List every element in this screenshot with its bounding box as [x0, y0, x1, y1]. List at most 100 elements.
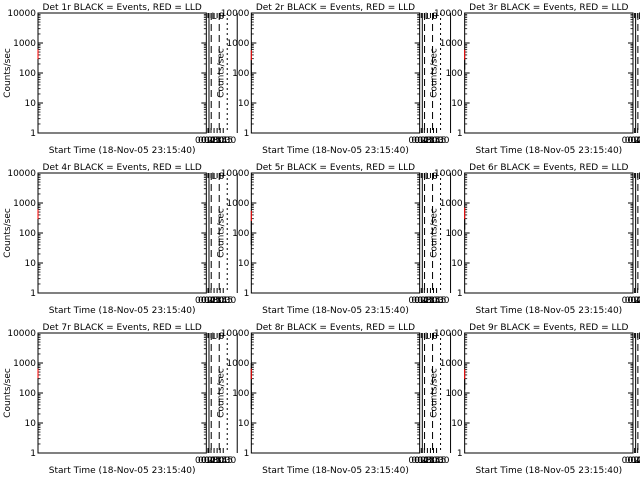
y-tick-label: 1000	[13, 199, 36, 209]
chart-title: Det 1r BLACK = Events, RED = LLD	[43, 3, 202, 13]
y-tick-label: 1000	[13, 359, 36, 369]
plot-frame	[250, 12, 421, 134]
x-tick-label: 23:30	[637, 296, 640, 306]
x-axis-label: Start Time (18-Nov-05 23:15:40)	[475, 306, 622, 316]
y-axis-label: Counts/sec	[430, 48, 440, 98]
x-tick-label: 23:30	[424, 296, 450, 306]
y-tick-label: 10	[238, 419, 250, 429]
chart-panel: Det 8r BLACK = Events, RED = LLD 1 10 100 10…	[216, 323, 452, 476]
x-tick-label: 00:00	[631, 456, 640, 466]
chart-panel: Det 9r BLACK = Events, RED = LLD 1 10 100 10…	[430, 323, 640, 476]
marker-label-l: L	[638, 12, 640, 22]
x-tick-label: 23:45	[634, 136, 640, 146]
y-tick-label: 10000	[221, 169, 250, 179]
plot-frame	[464, 172, 634, 294]
x-tick-label: 23:30	[210, 456, 236, 466]
chart-panel: Det 2r BLACK = Events, RED = LLD 1 10 100 10…	[216, 3, 452, 156]
marker-label-s: S	[218, 12, 224, 22]
x-tick-label: 00:15	[201, 136, 227, 146]
x-tick-label: 00:00	[417, 296, 443, 306]
y-tick-label: 100	[232, 229, 249, 239]
y-tick-label: 100	[232, 389, 249, 399]
x-tick-label: 00:00	[631, 136, 640, 146]
y-tick-label: 100	[445, 389, 462, 399]
x-tick-label: 00:30	[411, 136, 437, 146]
y-tick-label: 10	[451, 419, 463, 429]
x-tick-label: 00:30	[198, 456, 224, 466]
x-tick-label: 23:45	[207, 296, 233, 306]
y-tick-label: 10000	[221, 9, 250, 19]
y-tick-label: 10	[25, 99, 37, 109]
x-tick-label: 23:30	[210, 296, 236, 306]
x-axis-label: Start Time (18-Nov-05 23:15:40)	[475, 466, 622, 476]
x-tick-label: 00:15	[414, 456, 440, 466]
marker-label-l: L	[211, 172, 216, 182]
x-tick-label: 00:30	[411, 296, 437, 306]
x-tick-label: 00:45	[408, 296, 434, 306]
y-tick-label: 1	[457, 289, 463, 299]
y-tick-label: 1	[244, 129, 250, 139]
x-tick-label: 00:45	[622, 296, 640, 306]
x-tick-label: 23:30	[210, 136, 236, 146]
x-tick-label: 00:45	[622, 136, 640, 146]
plot-frame	[250, 172, 421, 294]
x-tick-label: 00:45	[408, 136, 434, 146]
x-tick-label: 00:15	[414, 296, 440, 306]
y-tick-label: 10000	[434, 329, 463, 339]
y-tick-label: 100	[445, 229, 462, 239]
chart-title: Det 7r BLACK = Events, RED = LLD	[43, 323, 202, 333]
x-tick-label: 23:30	[637, 136, 640, 146]
x-tick-label: 00:15	[414, 136, 440, 146]
x-axis-label: Start Time (18-Nov-05 23:15:40)	[49, 306, 196, 316]
y-axis-label: Counts/sec	[430, 368, 440, 418]
x-tick-label: 00:00	[631, 296, 640, 306]
x-tick-label: 23:45	[634, 456, 640, 466]
chart-panel: Det 6r BLACK = Events, RED = LLD 1 10 100 10…	[430, 163, 640, 316]
y-tick-label: 10	[451, 259, 463, 269]
x-tick-label: 00:45	[195, 136, 221, 146]
y-tick-label: 10000	[434, 9, 463, 19]
x-tick-label: 00:15	[628, 136, 640, 146]
x-tick-label: 23:30	[637, 456, 640, 466]
chart-title: Det 4r BLACK = Events, RED = LLD	[43, 163, 202, 173]
x-tick-label: 00:30	[198, 296, 224, 306]
y-tick-label: 1	[30, 449, 36, 459]
marker-label-l: L	[211, 332, 216, 342]
x-tick-label: 00:30	[411, 456, 437, 466]
y-tick-label: 1000	[13, 39, 36, 49]
x-tick-label: 00:00	[417, 136, 443, 146]
y-tick-label: 10000	[7, 169, 36, 179]
y-tick-label: 1	[244, 449, 250, 459]
chart-title: Det 5r BLACK = Events, RED = LLD	[256, 163, 415, 173]
marker-label-l: L	[425, 12, 430, 22]
x-axis-label: Start Time (18-Nov-05 23:15:40)	[49, 466, 196, 476]
marker-label-s: S	[432, 172, 438, 182]
y-tick-label: 1000	[226, 359, 249, 369]
chart-title: Det 6r BLACK = Events, RED = LLD	[469, 163, 628, 173]
marker-label-l: L	[425, 332, 430, 342]
y-tick-label: 100	[232, 69, 249, 79]
x-tick-label: 23:45	[421, 296, 447, 306]
y-tick-label: 10	[451, 99, 463, 109]
x-tick-label: 00:00	[204, 136, 230, 146]
y-axis-label: Counts/sec	[3, 48, 13, 98]
x-tick-label: 00:30	[625, 136, 640, 146]
plot-frame	[37, 332, 207, 454]
y-tick-label: 1	[457, 129, 463, 139]
x-axis-label: Start Time (18-Nov-05 23:15:40)	[262, 146, 409, 156]
marker-label-l: L	[425, 172, 430, 182]
y-tick-label: 100	[19, 229, 36, 239]
y-axis-label: Counts/sec	[3, 208, 13, 258]
marker-label-s: S	[432, 12, 438, 22]
x-tick-label: 00:45	[622, 456, 640, 466]
y-tick-label: 1	[30, 289, 36, 299]
plot-frame	[250, 332, 421, 454]
x-tick-label: 00:00	[417, 456, 443, 466]
x-tick-label: 00:30	[198, 136, 224, 146]
x-tick-label: 23:30	[424, 456, 450, 466]
y-tick-label: 1	[30, 129, 36, 139]
y-tick-label: 1000	[226, 39, 249, 49]
y-tick-label: 1000	[440, 199, 463, 209]
x-tick-label: 00:15	[628, 296, 640, 306]
